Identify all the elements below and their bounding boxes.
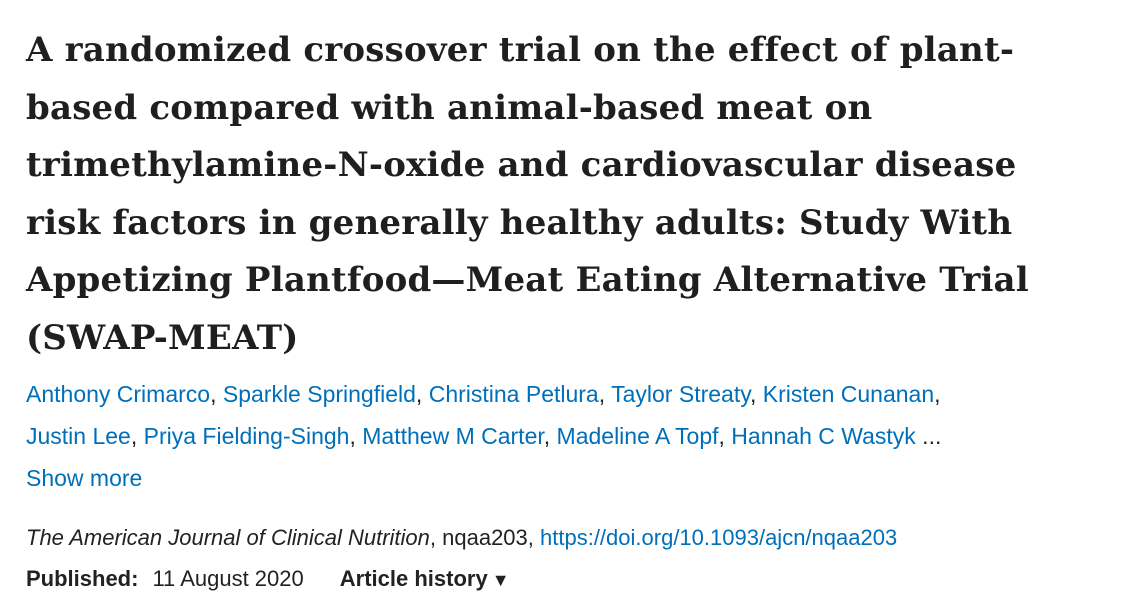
show-more-link[interactable]: Show more	[26, 465, 143, 491]
published-date: 11 August 2020	[152, 566, 304, 591]
author-link[interactable]: Christina Petlura	[428, 381, 599, 407]
author-link[interactable]: Kristen Cunanan	[762, 381, 935, 407]
author-separator: ,	[415, 381, 429, 407]
title-line: trimethylamine-N-oxide and cardiovascula…	[26, 145, 1017, 185]
author-separator: ,	[598, 381, 612, 407]
author-separator: ,	[210, 381, 223, 407]
author-line: Anthony Crimarco, Sparkle Springfield, C…	[26, 373, 1106, 415]
author-link[interactable]: Madeline A Topf	[556, 423, 719, 449]
article-history-toggle[interactable]: Article history ▼	[340, 566, 510, 591]
citation: The American Journal of Clinical Nutriti…	[26, 518, 1106, 558]
caret-down-icon: ▼	[491, 570, 510, 590]
author-link[interactable]: Anthony Crimarco	[26, 381, 211, 407]
published-label: Published:	[26, 566, 139, 591]
article-header: A randomized crossover trial on the effe…	[26, 22, 1106, 599]
article-history-label: Article history	[339, 566, 488, 591]
title-line: risk factors in generally healthy adults…	[26, 202, 1013, 243]
article-id: , nqaa203,	[429, 525, 541, 550]
title-line: (SWAP-MEAT)	[26, 317, 299, 358]
author-link[interactable]: Justin Lee	[26, 423, 131, 449]
journal-name: The American Journal of Clinical Nutriti…	[26, 525, 430, 550]
author-link[interactable]: Priya Fielding-Singh	[143, 423, 350, 449]
author-separator: ,	[349, 423, 363, 449]
title-line: based compared with animal-based meat on	[26, 87, 873, 128]
author-separator: ,	[543, 423, 557, 449]
article-title: A randomized crossover trial on the effe…	[26, 22, 1106, 367]
author-separator: ,	[750, 381, 763, 407]
author-link[interactable]: Hannah C Wastyk	[731, 423, 916, 449]
author-separator: ,	[934, 381, 941, 407]
author-separator: ,	[718, 423, 732, 449]
author-list: Anthony Crimarco, Sparkle Springfield, C…	[26, 373, 1106, 499]
author-link[interactable]: Taylor Streaty	[611, 381, 751, 407]
author-line: Justin Lee, Priya Fielding-Singh, Matthe…	[26, 415, 1106, 457]
title-line: Appetizing Plantfood—Meat Eating Alterna…	[26, 260, 1029, 300]
author-ellipsis: ...	[915, 423, 942, 449]
doi-link[interactable]: https://doi.org/10.1093/ajcn/nqaa203	[540, 525, 898, 550]
author-link[interactable]: Sparkle Springfield	[222, 381, 416, 407]
publication-meta: Published: 11 August 2020 Article history ▼	[26, 560, 1106, 599]
title-line: A randomized crossover trial on the effe…	[26, 30, 1015, 70]
author-separator: ,	[130, 423, 144, 449]
author-link[interactable]: Matthew M Carter	[362, 423, 544, 449]
